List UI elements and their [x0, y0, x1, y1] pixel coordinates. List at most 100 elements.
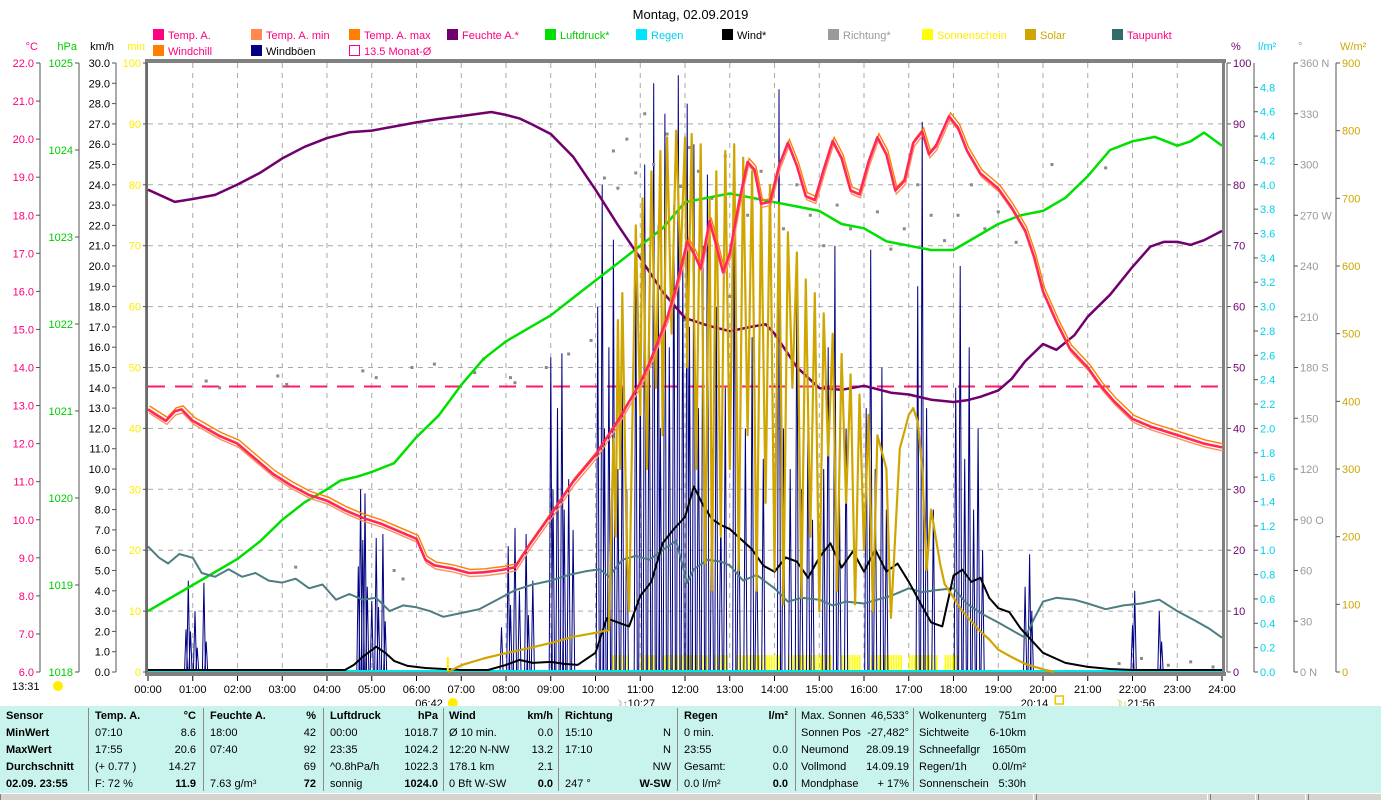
- table-cell-label: Wind: [449, 710, 476, 722]
- svg-text:3.4: 3.4: [1260, 253, 1275, 265]
- table-cell-value: 0.0: [772, 744, 788, 756]
- svg-text:80: 80: [129, 180, 141, 192]
- legend-label: Wind*: [737, 30, 767, 42]
- summary-table: Sensor Temp. A. °C Feuchte A.% Luftdruck hPa W…: [0, 706, 1381, 793]
- svg-text:360 N: 360 N: [1300, 58, 1329, 70]
- svg-text:50: 50: [129, 363, 141, 375]
- svg-text:4.0: 4.0: [95, 586, 110, 598]
- table-row-label: MaxWert: [6, 744, 52, 756]
- svg-text:°C: °C: [26, 41, 38, 53]
- table-cell-value: 1650m: [992, 744, 1026, 756]
- table-cell-label: Sichtweite: [919, 727, 970, 739]
- svg-text:12.0: 12.0: [13, 439, 34, 451]
- statusbar-panel: [1258, 794, 1306, 800]
- legend-item-feuchte-a-: Feuchte A.*: [447, 29, 519, 42]
- table-cell-value: 13.2: [531, 744, 553, 756]
- svg-text:1.8: 1.8: [1260, 448, 1275, 460]
- table-cell-value: 92: [303, 744, 316, 756]
- svg-text:12:00: 12:00: [671, 684, 699, 696]
- svg-text:18.0: 18.0: [13, 210, 34, 222]
- svg-text:2.2: 2.2: [1260, 399, 1275, 411]
- svg-text:180 S: 180 S: [1300, 363, 1329, 375]
- svg-text:23:00: 23:00: [1163, 684, 1191, 696]
- statusbar-panel: [1210, 794, 1256, 800]
- table-cell-label: Schneefallgr: [919, 744, 981, 756]
- table-cell-value: 1024.2: [404, 744, 438, 756]
- axis-wind: 0.0 1.0 2.0 3.0 4.0 5.0 6.0 7.0 8.0 9.0 10.0 11.0 12…: [89, 41, 117, 679]
- legend-item-13-5-monat-: 13.5 Monat-Ø: [349, 45, 431, 58]
- table-cell-label: 17:55: [95, 744, 123, 756]
- table-cell-label: 0 Bft W-SW: [449, 778, 507, 790]
- table-cell-label: 15:10: [565, 727, 593, 739]
- table-cell-label: 12:20 N-NW: [449, 744, 510, 756]
- series-solar: [447, 129, 1055, 674]
- svg-text:0: 0: [1342, 667, 1348, 679]
- svg-text:6.0: 6.0: [95, 545, 110, 557]
- svg-text:1.4: 1.4: [1260, 496, 1275, 508]
- svg-text:70: 70: [1233, 241, 1245, 253]
- table-cell-label: 23:55: [684, 744, 712, 756]
- svg-text:07:00: 07:00: [447, 684, 475, 696]
- svg-text:14:00: 14:00: [761, 684, 789, 696]
- svg-text:19:00: 19:00: [984, 684, 1012, 696]
- table-cell-value: 0.0l/m²: [992, 761, 1026, 773]
- table-cell-label: Wolkenunterg: [919, 710, 987, 722]
- axis-time: 00:00 01:00 02:00 03:00 04:00 05:00 06:00 07:00…: [134, 676, 1236, 696]
- table-cell-label: 7.63 g/m³: [210, 778, 257, 790]
- legend-swatch-icon: [251, 45, 262, 56]
- svg-text:2.4: 2.4: [1260, 375, 1275, 387]
- table-cell-label: Sonnenschein: [919, 778, 989, 790]
- svg-text:4.0: 4.0: [1260, 180, 1275, 192]
- axis-humidity: 0 10 20 30 40 50 60 70 80 90 100%: [1226, 41, 1251, 679]
- table-cell-label: 23:35: [330, 744, 358, 756]
- legend-item-temp-a-min: Temp. A. min: [251, 29, 330, 42]
- svg-text:70: 70: [129, 241, 141, 253]
- svg-text:3.2: 3.2: [1260, 277, 1275, 289]
- svg-text:2.0: 2.0: [95, 626, 110, 638]
- table-cell-label: 00:00: [330, 727, 358, 739]
- svg-text:06:00: 06:00: [403, 684, 431, 696]
- table-cell-label: sonnig: [330, 778, 363, 790]
- svg-text:16.0: 16.0: [89, 342, 110, 354]
- table-cell-value: 69: [303, 761, 316, 773]
- table-cell-value: 8.6: [180, 727, 196, 739]
- svg-text:3.8: 3.8: [1260, 204, 1275, 216]
- legend-swatch-icon: [1025, 29, 1036, 40]
- svg-text:90: 90: [1233, 119, 1245, 131]
- svg-text:900: 900: [1342, 58, 1360, 70]
- table-cell-label: Ø 10 min.: [449, 727, 497, 739]
- moonrise-icon: ☽↑: [614, 699, 628, 710]
- table-cell-value: 1024.0: [404, 778, 438, 790]
- svg-text:60: 60: [129, 302, 141, 314]
- svg-text:7.0: 7.0: [95, 525, 110, 537]
- table-cell-label: Regen/1h: [919, 761, 967, 773]
- svg-text:12.0: 12.0: [89, 423, 110, 435]
- table-cell-label: Neumond: [801, 744, 849, 756]
- table-divider: [443, 708, 444, 791]
- series-wind: [148, 485, 1222, 671]
- legend-label: Windböen: [266, 46, 316, 58]
- table-row-label: 02.09. 23:55: [6, 778, 68, 790]
- svg-text:60: 60: [1233, 302, 1245, 314]
- table-divider: [795, 708, 796, 791]
- svg-text:W/m²: W/m²: [1340, 41, 1367, 53]
- table-cell-value: 6-10km: [989, 727, 1026, 739]
- svg-text:700: 700: [1342, 193, 1360, 205]
- table-cell-value: 751m: [998, 710, 1026, 722]
- svg-text:60: 60: [1300, 566, 1312, 578]
- svg-text:17.0: 17.0: [89, 322, 110, 334]
- svg-text:400: 400: [1342, 396, 1360, 408]
- svg-text:13:00: 13:00: [716, 684, 744, 696]
- table-cell-value: 11.9: [175, 778, 196, 790]
- table-row-label: Durchschnitt: [6, 761, 74, 773]
- svg-text:2.0: 2.0: [1260, 423, 1275, 435]
- legend-label: Taupunkt: [1127, 30, 1172, 42]
- svg-text:2.8: 2.8: [1260, 326, 1275, 338]
- svg-text:40: 40: [129, 423, 141, 435]
- svg-text:20: 20: [1233, 545, 1245, 557]
- table-cell-value: W-SW: [639, 778, 671, 790]
- svg-text:23.0: 23.0: [89, 200, 110, 212]
- moonset-icon: ☽↓: [1113, 699, 1127, 710]
- svg-text:27.0: 27.0: [89, 119, 110, 131]
